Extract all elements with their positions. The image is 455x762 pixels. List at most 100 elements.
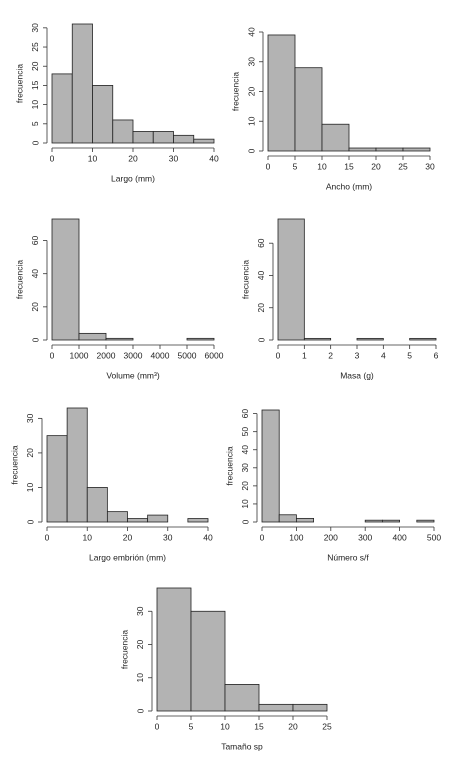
y-tick-label: 0: [30, 337, 40, 342]
y-tick-label: 0: [30, 140, 40, 145]
y-axis-label: frecuencia: [224, 446, 234, 485]
x-tick-label: 30: [169, 153, 179, 163]
bar: [186, 337, 215, 341]
bar: [71, 23, 93, 144]
x-tick-label: 40: [209, 153, 219, 163]
bar: [66, 407, 88, 523]
y-tick-label: 15: [30, 80, 40, 90]
y-tick-label: 0: [135, 708, 145, 713]
bar: [364, 519, 383, 523]
bar: [51, 73, 73, 144]
x-tick-label: 300: [358, 532, 372, 542]
y-tick-label: 30: [30, 23, 40, 33]
x-tick-label: 25: [322, 721, 332, 731]
bar: [267, 34, 296, 152]
y-tick-label: 30: [25, 413, 35, 423]
x-tick-label: 4000: [151, 350, 170, 360]
x-tick-label: 10: [88, 153, 98, 163]
bar: [258, 703, 294, 712]
x-tick-label: 1000: [70, 350, 89, 360]
x-tick-label: 6000: [205, 350, 224, 360]
x-tick-label: 0: [45, 532, 50, 542]
x-tick-label: 100: [289, 532, 303, 542]
y-tick-label: 10: [246, 116, 256, 126]
bar: [78, 332, 107, 341]
x-axis-label: Ancho (mm): [326, 181, 372, 191]
bar: [106, 511, 128, 523]
bar: [381, 519, 400, 523]
y-axis-label: frecuencia: [240, 260, 250, 299]
bar: [105, 337, 134, 341]
x-tick-label: 0: [276, 350, 281, 360]
x-tick-label: 1: [302, 350, 307, 360]
bar: [295, 517, 314, 523]
x-tick-label: 10: [317, 161, 327, 171]
bar: [187, 518, 209, 523]
bar: [51, 218, 80, 341]
y-tick-label: 0: [25, 519, 35, 524]
x-tick-label: 0: [50, 350, 55, 360]
bar: [86, 487, 108, 523]
y-tick-label: 0: [246, 148, 256, 153]
x-tick-label: 5: [293, 161, 298, 171]
bar: [303, 337, 332, 341]
bar: [416, 519, 435, 523]
bar: [92, 85, 114, 144]
y-tick-label: 20: [25, 448, 35, 458]
x-tick-label: 10: [220, 721, 230, 731]
bar: [156, 587, 192, 712]
y-tick-label: 10: [30, 100, 40, 110]
x-tick-label: 15: [254, 721, 264, 731]
x-tick-label: 2: [328, 350, 333, 360]
y-axis-label: frecuencia: [9, 445, 19, 484]
bar: [278, 514, 297, 523]
y-tick-label: 0: [256, 337, 266, 342]
y-tick-label: 40: [240, 445, 250, 455]
y-tick-label: 25: [30, 42, 40, 52]
y-tick-label: 20: [135, 640, 145, 650]
x-tick-label: 3000: [124, 350, 143, 360]
y-tick-label: 60: [240, 409, 250, 419]
x-tick-label: 5000: [178, 350, 197, 360]
x-axis-label: Tamaño sp: [221, 741, 263, 751]
y-tick-label: 20: [256, 303, 266, 313]
bar: [356, 337, 384, 341]
x-tick-label: 30: [163, 532, 173, 542]
x-axis-label: Largo embrión (mm): [89, 552, 166, 562]
y-axis-label: frecuencia: [14, 64, 24, 103]
x-tick-label: 3: [355, 350, 360, 360]
x-tick-label: 20: [288, 721, 298, 731]
bar: [132, 131, 154, 144]
x-tick-label: 20: [371, 161, 381, 171]
x-axis-label: Número s/f: [327, 552, 369, 562]
y-tick-label: 5: [30, 121, 40, 126]
y-tick-label: 40: [246, 27, 256, 37]
bar: [173, 134, 195, 144]
y-tick-label: 20: [30, 302, 40, 312]
y-axis-label: frecuencia: [119, 630, 129, 669]
x-tick-label: 6: [434, 350, 439, 360]
y-tick-label: 20: [30, 61, 40, 71]
x-tick-label: 4: [381, 350, 386, 360]
x-tick-label: 0: [260, 532, 265, 542]
x-tick-label: 15: [344, 161, 354, 171]
y-tick-label: 20: [240, 481, 250, 491]
bar: [292, 703, 328, 712]
bar: [190, 610, 226, 712]
bar: [193, 138, 215, 144]
bar: [224, 684, 260, 712]
bar: [147, 514, 169, 523]
bar: [321, 123, 350, 152]
bar: [112, 119, 134, 144]
y-tick-label: 60: [30, 236, 40, 246]
y-tick-label: 40: [30, 269, 40, 279]
x-tick-label: 2000: [97, 350, 116, 360]
y-tick-label: 30: [240, 463, 250, 473]
bar: [127, 518, 149, 523]
x-tick-label: 40: [203, 532, 213, 542]
x-tick-label: 500: [427, 532, 441, 542]
bar: [277, 218, 305, 341]
x-tick-label: 30: [425, 161, 435, 171]
bar: [152, 131, 174, 144]
x-tick-label: 200: [324, 532, 338, 542]
